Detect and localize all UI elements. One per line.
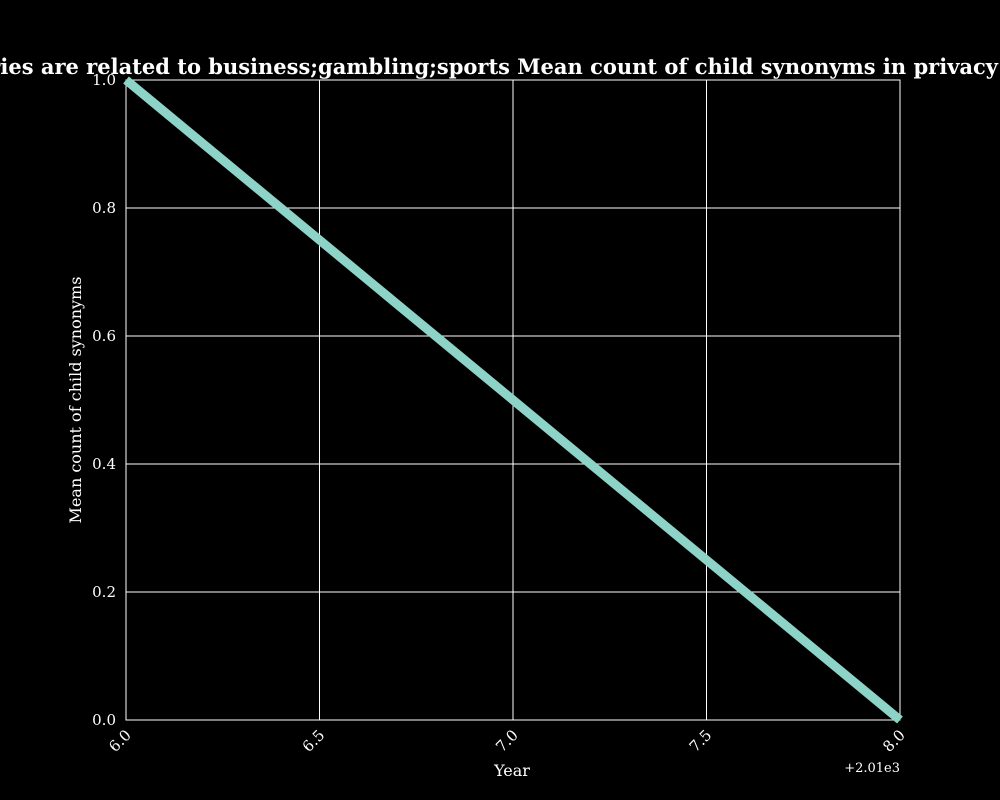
x-axis-label: Year bbox=[493, 761, 530, 780]
y-axis-label: Mean count of child synonyms bbox=[66, 277, 85, 524]
y-tick-label: 1.0 bbox=[92, 71, 116, 89]
series-line bbox=[123, 76, 903, 724]
chart-title: When categories are related to business;… bbox=[0, 54, 1000, 79]
x-axis-offset-label: +2.01e3 bbox=[844, 761, 900, 776]
y-tick-label: 0.6 bbox=[92, 327, 116, 345]
y-tick-labels: 0.0 0.2 0.4 0.6 0.8 1.0 bbox=[92, 71, 116, 729]
data-series bbox=[123, 76, 903, 724]
y-tick-label: 0.0 bbox=[92, 711, 116, 729]
y-tick-label: 0.2 bbox=[92, 583, 116, 601]
y-tick-label: 0.4 bbox=[92, 455, 116, 473]
y-tick-label: 0.8 bbox=[92, 199, 116, 217]
plot-frame bbox=[125, 79, 901, 721]
